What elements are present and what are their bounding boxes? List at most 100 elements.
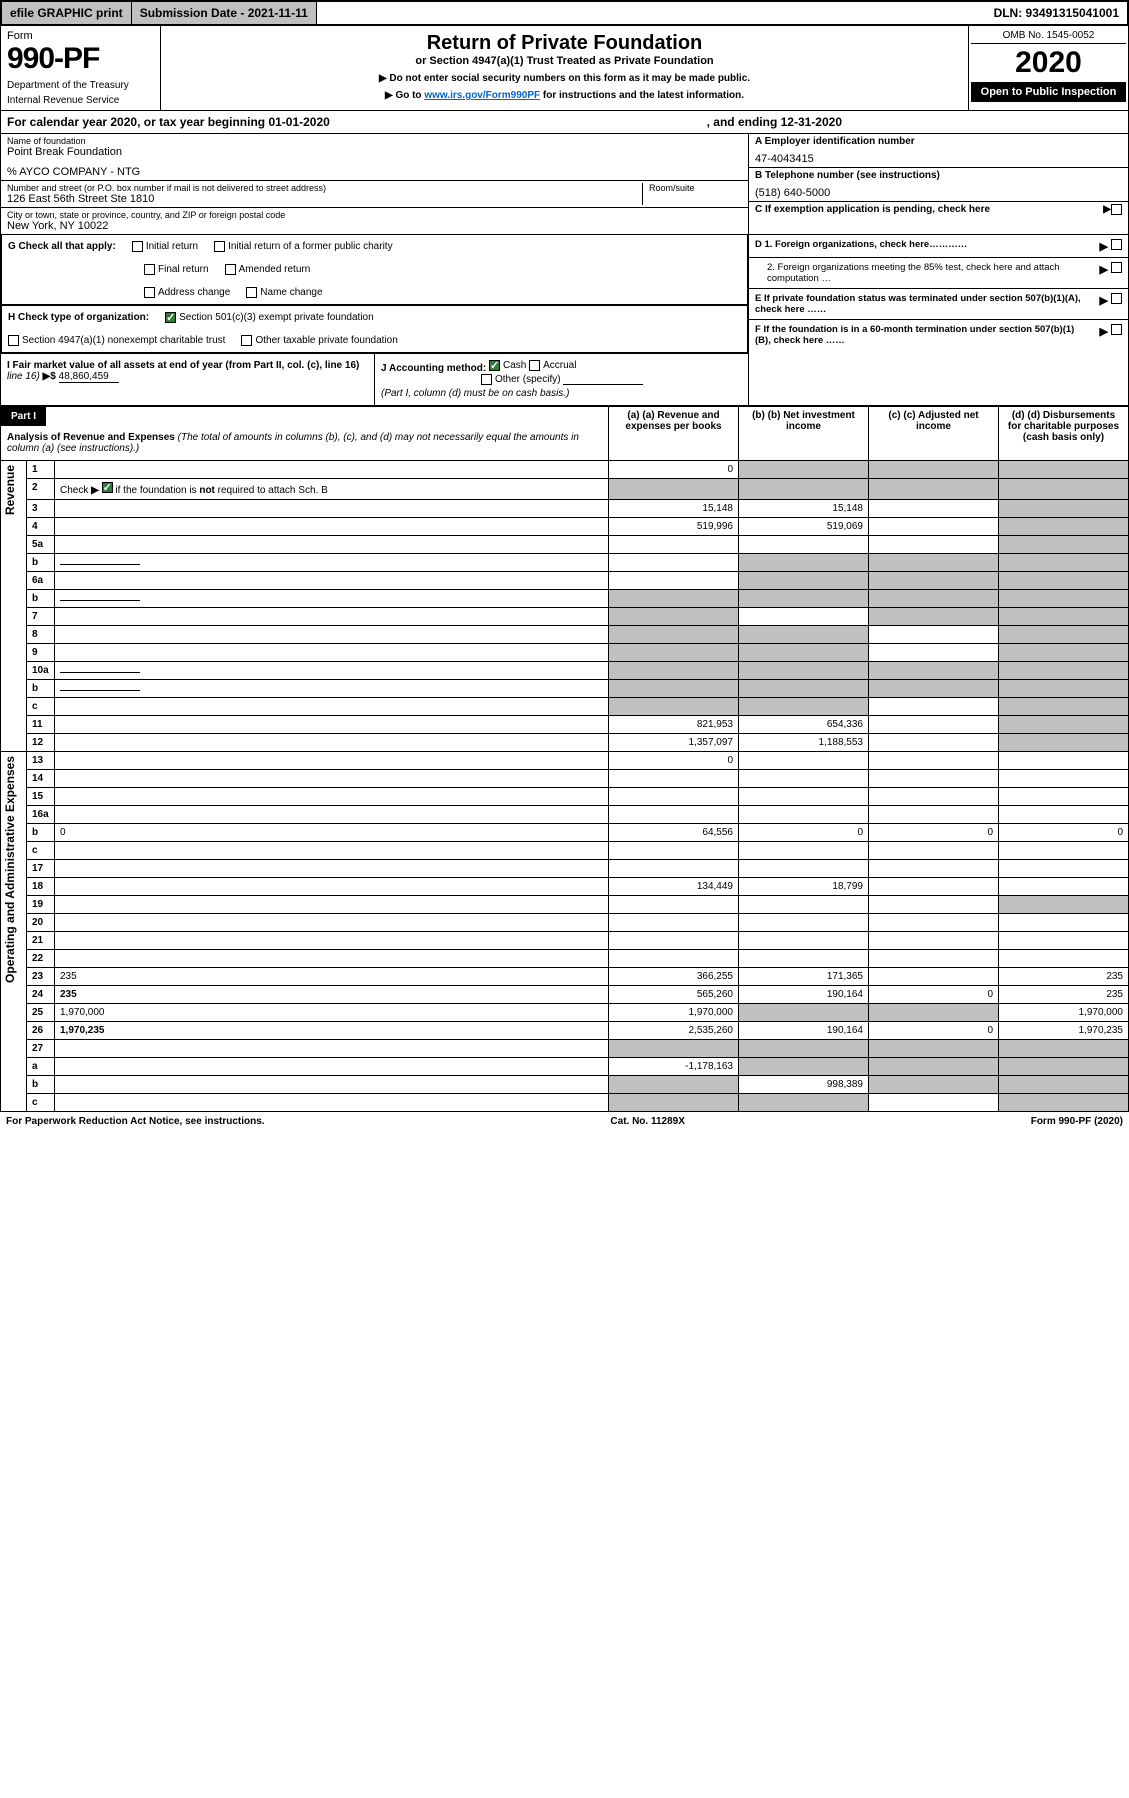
g-initial-former[interactable]: Initial return of a former public charit… xyxy=(214,241,393,252)
data-cell: 64,556 xyxy=(609,824,739,842)
table-row: b064,556000 xyxy=(1,824,1129,842)
data-cell xyxy=(739,1004,869,1022)
line-description xyxy=(55,806,609,824)
data-cell xyxy=(739,479,869,500)
h-501c3[interactable]: Section 501(c)(3) exempt private foundat… xyxy=(165,312,374,323)
data-cell xyxy=(999,500,1129,518)
table-row: 20 xyxy=(1,914,1129,932)
line-description xyxy=(55,896,609,914)
table-row: 121,357,0971,188,553 xyxy=(1,734,1129,752)
table-row: 4519,996519,069 xyxy=(1,518,1129,536)
line-description xyxy=(55,626,609,644)
c-checkbox[interactable] xyxy=(1111,204,1122,215)
data-cell xyxy=(999,1094,1129,1112)
f-checkbox[interactable] xyxy=(1111,324,1122,335)
data-cell: 2,535,260 xyxy=(609,1022,739,1040)
f-row: F If the foundation is in a 60-month ter… xyxy=(749,320,1128,350)
data-cell xyxy=(869,788,999,806)
line-description xyxy=(55,554,609,572)
d2-row: 2. Foreign organizations meeting the 85%… xyxy=(749,258,1128,289)
h-4947[interactable]: Section 4947(a)(1) nonexempt charitable … xyxy=(8,335,225,346)
form-title: Return of Private Foundation xyxy=(171,32,958,55)
check-icon xyxy=(165,312,176,323)
ein-value: 47-4043415 xyxy=(755,153,1122,165)
e-checkbox[interactable] xyxy=(1111,293,1122,304)
data-cell xyxy=(609,536,739,554)
table-row: 23235366,255171,365235 xyxy=(1,968,1129,986)
data-cell: 134,449 xyxy=(609,878,739,896)
g-initial[interactable]: Initial return xyxy=(132,241,198,252)
data-cell xyxy=(609,788,739,806)
data-cell xyxy=(999,1058,1129,1076)
data-cell: 190,164 xyxy=(739,986,869,1004)
g-addrchg[interactable]: Address change xyxy=(144,287,230,298)
col-a-header: (a) (a) Revenue and expenses per books xyxy=(609,407,739,461)
ghij-block: G Check all that apply: Initial return I… xyxy=(0,235,1129,406)
data-cell xyxy=(869,1094,999,1112)
j-cash[interactable]: Cash xyxy=(489,360,526,371)
line-description xyxy=(55,536,609,554)
line-description: 1,970,000 xyxy=(55,1004,609,1022)
table-row: 251,970,0001,970,0001,970,000 xyxy=(1,1004,1129,1022)
data-cell xyxy=(999,1040,1129,1058)
data-cell xyxy=(739,590,869,608)
identity-left: Name of foundation Point Break Foundatio… xyxy=(1,134,748,234)
topbar-spacer xyxy=(317,2,986,24)
efile-print-label: efile GRAPHIC print xyxy=(2,2,132,24)
table-row: 5a xyxy=(1,536,1129,554)
line-number: 13 xyxy=(27,752,55,770)
pra-notice: For Paperwork Reduction Act Notice, see … xyxy=(6,1116,265,1127)
data-cell xyxy=(869,662,999,680)
g-final[interactable]: Final return xyxy=(144,264,209,275)
g-namechg[interactable]: Name change xyxy=(246,287,322,298)
dept-irs: Internal Revenue Service xyxy=(7,95,154,106)
table-row: 19 xyxy=(1,896,1129,914)
line-description xyxy=(55,752,609,770)
line-number: 17 xyxy=(27,860,55,878)
calyear-end: , and ending 12-31-2020 xyxy=(707,115,842,129)
data-cell xyxy=(609,932,739,950)
data-cell xyxy=(739,698,869,716)
j-accrual[interactable]: Accrual xyxy=(529,360,576,371)
data-cell xyxy=(999,590,1129,608)
table-row: 8 xyxy=(1,626,1129,644)
foundation-name: Point Break Foundation xyxy=(7,146,742,158)
table-row: 10a xyxy=(1,662,1129,680)
d1-checkbox[interactable] xyxy=(1111,239,1122,250)
data-cell xyxy=(869,554,999,572)
h-other-taxable[interactable]: Other taxable private foundation xyxy=(241,335,397,346)
data-cell xyxy=(739,950,869,968)
data-cell xyxy=(739,626,869,644)
data-cell: 18,799 xyxy=(739,878,869,896)
form-label: Form xyxy=(7,30,154,42)
table-row: 7 xyxy=(1,608,1129,626)
line-number: 27 xyxy=(27,1040,55,1058)
data-cell xyxy=(869,680,999,698)
data-cell xyxy=(999,860,1129,878)
j-other[interactable]: Other (specify) xyxy=(481,374,561,385)
d1-row: D 1. Foreign organizations, check here……… xyxy=(749,235,1128,258)
h-section: H Check type of organization: Section 50… xyxy=(1,305,748,353)
line-number: 16a xyxy=(27,806,55,824)
data-cell xyxy=(999,806,1129,824)
line-number: 15 xyxy=(27,788,55,806)
g-amended[interactable]: Amended return xyxy=(225,264,311,275)
data-cell xyxy=(609,896,739,914)
j-cell: J Accounting method: Cash Accrual Other … xyxy=(375,354,748,405)
data-cell xyxy=(869,698,999,716)
data-cell xyxy=(999,536,1129,554)
data-cell xyxy=(739,461,869,479)
data-cell xyxy=(999,608,1129,626)
room-label: Room/suite xyxy=(649,183,742,193)
table-row: b xyxy=(1,590,1129,608)
data-cell xyxy=(739,914,869,932)
line-description xyxy=(55,680,609,698)
line-number: 22 xyxy=(27,950,55,968)
d2-checkbox[interactable] xyxy=(1111,262,1122,273)
form990pf-link[interactable]: www.irs.gov/Form990PF xyxy=(424,90,540,101)
g-label: G Check all that apply: xyxy=(8,241,116,252)
table-row: b xyxy=(1,554,1129,572)
line-number: 12 xyxy=(27,734,55,752)
data-cell: 519,069 xyxy=(739,518,869,536)
line-description xyxy=(55,914,609,932)
